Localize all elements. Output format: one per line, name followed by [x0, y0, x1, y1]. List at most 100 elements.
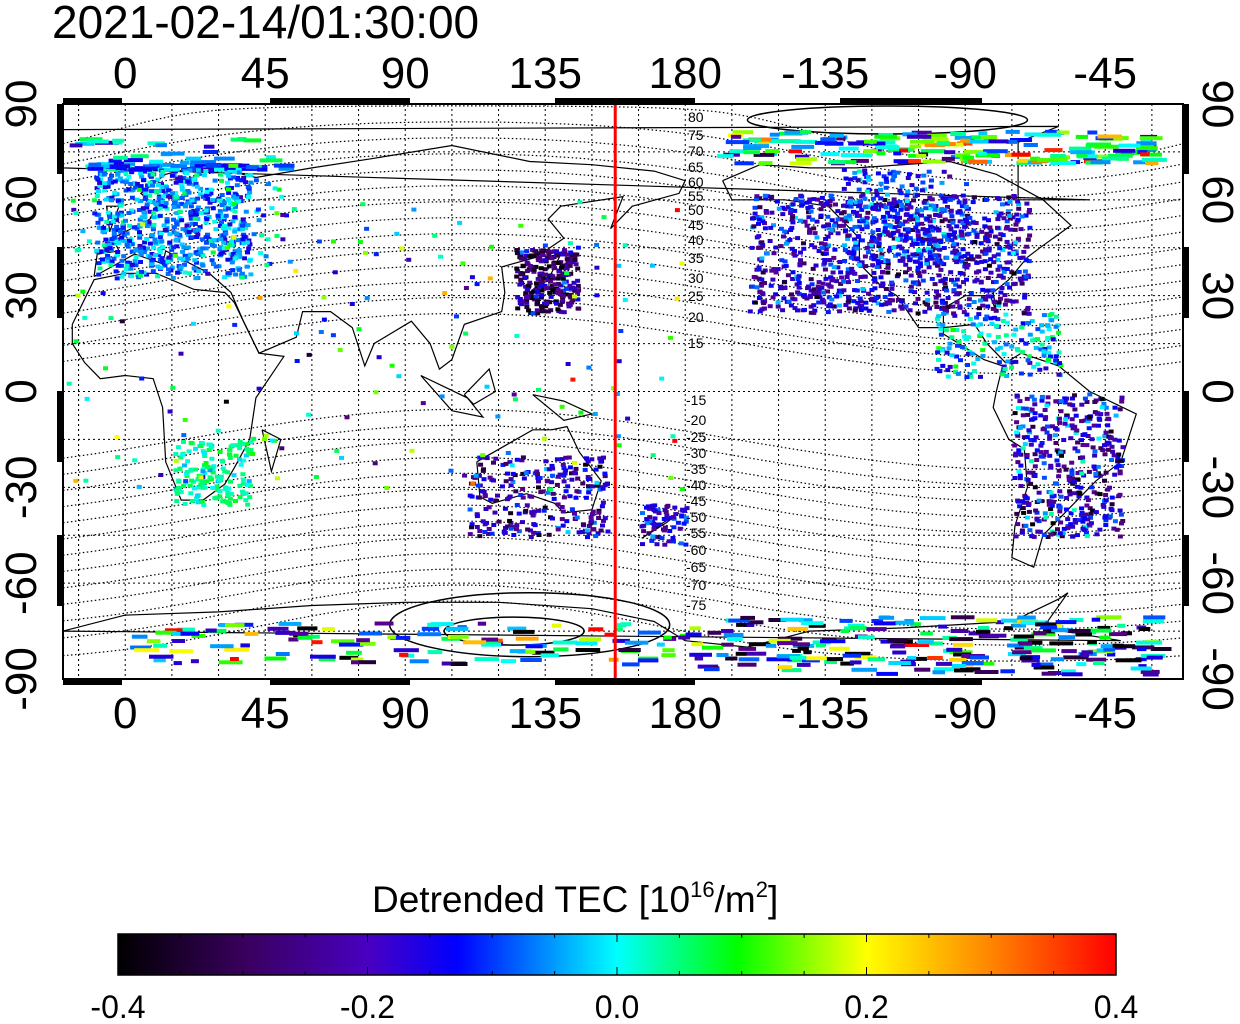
tec-cell — [810, 266, 816, 271]
tec-cell — [988, 257, 994, 262]
tec-cell — [310, 654, 336, 659]
tec-cell — [198, 250, 204, 255]
tec-cell — [965, 251, 971, 256]
tec-cell — [216, 215, 221, 220]
tec-cell — [225, 623, 245, 628]
tec-cell — [104, 259, 110, 264]
tec-cell — [946, 232, 952, 237]
tec-cell — [826, 226, 832, 231]
tec-cell — [542, 505, 548, 510]
tec-cell — [409, 659, 429, 664]
tec-cell — [246, 165, 259, 170]
tec-cell — [180, 227, 186, 232]
tec-cell — [147, 254, 153, 259]
tec-cell — [932, 282, 938, 287]
tec-cell — [173, 180, 179, 185]
tec-cell — [932, 253, 938, 258]
tec-cell — [228, 163, 246, 168]
tec-cell — [1018, 278, 1024, 283]
tec-cell — [965, 363, 970, 367]
tec-cell — [151, 245, 156, 250]
tec-cell — [1138, 664, 1147, 669]
tec-cell — [1136, 141, 1157, 146]
frame-bar-bottom — [63, 679, 122, 685]
tec-cell — [191, 211, 197, 216]
tec-cell — [222, 237, 228, 242]
tec-cell — [787, 626, 808, 631]
tec-cell — [1072, 407, 1078, 412]
tec-cell — [622, 243, 628, 248]
tec-cell — [1028, 438, 1034, 442]
coastline — [71, 272, 285, 501]
tec-cell — [746, 651, 767, 656]
tec-cell — [528, 528, 533, 533]
tec-cell — [71, 207, 77, 212]
tec-cell — [411, 207, 417, 212]
tec-cell — [1099, 635, 1111, 640]
tec-cell — [265, 237, 271, 242]
left-lat-tick: 60 — [0, 175, 46, 224]
tec-cell — [264, 262, 270, 267]
tec-cell — [192, 222, 198, 226]
tec-cell — [1080, 459, 1086, 464]
tec-cell — [751, 224, 757, 229]
tec-cell — [159, 259, 165, 264]
tec-cell — [156, 252, 162, 257]
mlat-contour — [63, 424, 1183, 486]
tec-cell — [959, 233, 965, 238]
tec-cell — [852, 288, 858, 293]
tec-cell — [867, 657, 885, 662]
tec-cell — [738, 657, 760, 662]
tec-cell — [704, 667, 720, 672]
tec-cell — [849, 660, 862, 665]
tec-cell — [139, 174, 145, 179]
tec-cell — [488, 497, 494, 502]
tec-cell — [166, 267, 171, 272]
tec-cell — [137, 230, 142, 235]
tec-cell — [427, 650, 443, 655]
tec-cell — [389, 363, 395, 368]
tec-cell — [572, 258, 578, 262]
tec-cell — [166, 188, 172, 193]
tec-cell — [594, 293, 600, 298]
tec-cell — [649, 538, 655, 543]
tec-cell — [373, 390, 379, 395]
tec-cell — [222, 229, 228, 234]
tec-cell — [560, 523, 566, 528]
tec-cell — [723, 632, 744, 637]
tec-cell — [928, 237, 934, 242]
tec-cell — [557, 302, 563, 307]
tec-cell — [200, 253, 206, 258]
tec-cell — [765, 149, 780, 154]
tec-cell — [1096, 416, 1102, 421]
tec-cell — [406, 257, 412, 262]
tec-cell — [970, 257, 976, 262]
tec-cell — [178, 455, 184, 460]
tec-cell — [167, 409, 173, 414]
tec-cell — [937, 213, 943, 218]
tec-cell — [819, 195, 825, 200]
tec-cell — [947, 219, 953, 224]
tec-cell — [884, 179, 890, 184]
tec-cell — [920, 180, 926, 185]
tec-cell — [226, 304, 232, 309]
tec-cell — [1039, 342, 1045, 347]
tec-cell — [137, 235, 143, 240]
tec-cell — [796, 281, 802, 285]
tec-cell — [934, 316, 940, 321]
tec-cell — [978, 279, 984, 284]
tec-cell — [936, 141, 950, 146]
tec-cell — [205, 232, 210, 237]
tec-cell — [1080, 455, 1086, 460]
tec-cell — [105, 254, 111, 258]
tec-cell — [775, 300, 781, 305]
tec-cell — [973, 221, 979, 225]
tec-cell — [908, 289, 914, 294]
tec-cell — [1020, 446, 1026, 451]
tec-cell — [880, 283, 886, 288]
tec-cell — [100, 291, 106, 296]
tec-cell — [213, 227, 219, 232]
tec-cell — [480, 519, 486, 524]
tec-cell — [594, 265, 600, 270]
tec-cell — [189, 499, 195, 503]
